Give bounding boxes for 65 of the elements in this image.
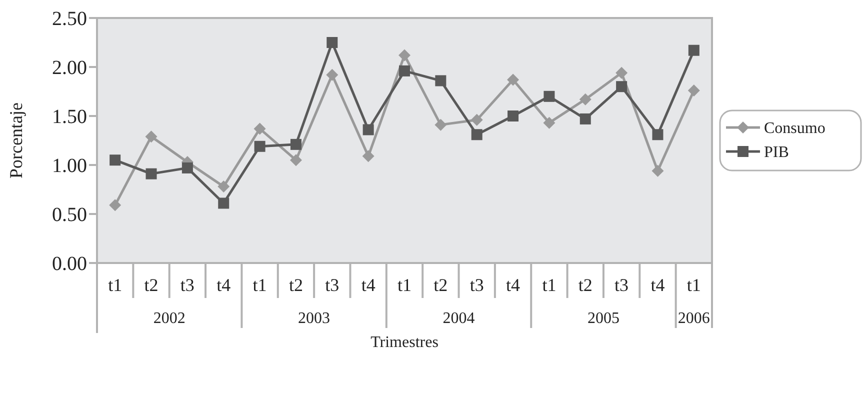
x-tick-label: t2 <box>144 275 158 295</box>
y-tick-label: 0.50 <box>52 204 87 226</box>
text: 2002 <box>153 310 186 327</box>
point <box>362 124 374 136</box>
x-tick-label: t2 <box>434 275 448 295</box>
point <box>471 129 482 140</box>
y-tick-label: 0.00 <box>52 253 87 275</box>
point <box>544 90 555 102</box>
y-tick-label: 2.50 <box>52 8 87 30</box>
legend-label: PIB <box>764 144 789 162</box>
point <box>290 154 302 166</box>
point <box>362 150 374 162</box>
x-tick-label: t1 <box>108 275 122 295</box>
x-tick-label: t3 <box>470 275 484 295</box>
x-tick-label: t2 <box>288 275 303 295</box>
text: 2003 <box>298 310 330 327</box>
y-axis-title: Porcentaje <box>6 102 26 178</box>
point <box>543 116 556 129</box>
point <box>218 198 230 209</box>
point <box>110 154 121 166</box>
x-tick-label: t4 <box>506 275 520 295</box>
y-tick-label: 2.00 <box>52 57 87 79</box>
point <box>399 65 410 76</box>
x-tick-label: t1 <box>252 275 267 295</box>
legend-label: Consumo <box>764 120 826 138</box>
point <box>146 168 157 180</box>
y-tick-label: 1.00 <box>52 155 87 177</box>
point <box>290 138 302 150</box>
point <box>435 75 446 86</box>
point <box>182 162 193 174</box>
point <box>326 68 338 81</box>
text: 2004 <box>442 310 475 327</box>
point <box>508 110 519 122</box>
point <box>145 130 158 143</box>
point <box>326 37 338 48</box>
point <box>616 66 628 79</box>
x-tick-label: t4 <box>650 275 665 295</box>
point <box>254 122 266 135</box>
x-tick-label: t1 <box>397 275 412 295</box>
text: 2006 <box>678 310 710 327</box>
x-tick-label: t1 <box>686 275 701 295</box>
point <box>470 114 483 126</box>
point <box>580 113 591 124</box>
x-axis-title: Trimestres <box>370 334 438 351</box>
point <box>688 84 700 97</box>
x-tick-label: t3 <box>614 275 629 295</box>
point <box>616 81 628 92</box>
point <box>652 164 664 177</box>
point <box>688 44 700 56</box>
point <box>507 74 520 86</box>
point <box>254 140 266 152</box>
x-tick-label: t3 <box>180 275 194 295</box>
point <box>652 129 664 140</box>
x-tick-label: t1 <box>542 275 556 295</box>
x-tick-label: t2 <box>578 275 592 295</box>
point <box>579 93 592 106</box>
text: 2005 <box>587 310 620 327</box>
x-tick-label: t4 <box>216 275 231 295</box>
point <box>109 199 122 212</box>
point <box>218 180 230 193</box>
y-tick-label: 1.50 <box>52 106 87 128</box>
x-tick-label: t3 <box>325 275 340 295</box>
point <box>398 49 410 62</box>
x-tick-label: t4 <box>361 275 376 295</box>
point <box>434 118 447 131</box>
